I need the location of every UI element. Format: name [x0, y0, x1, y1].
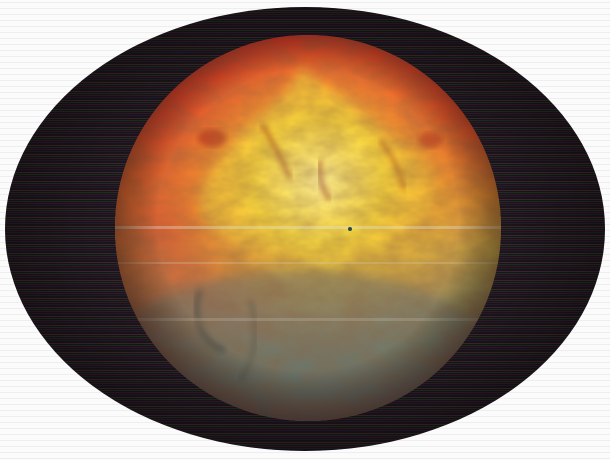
sphere	[115, 35, 501, 421]
center-dot	[348, 227, 352, 231]
